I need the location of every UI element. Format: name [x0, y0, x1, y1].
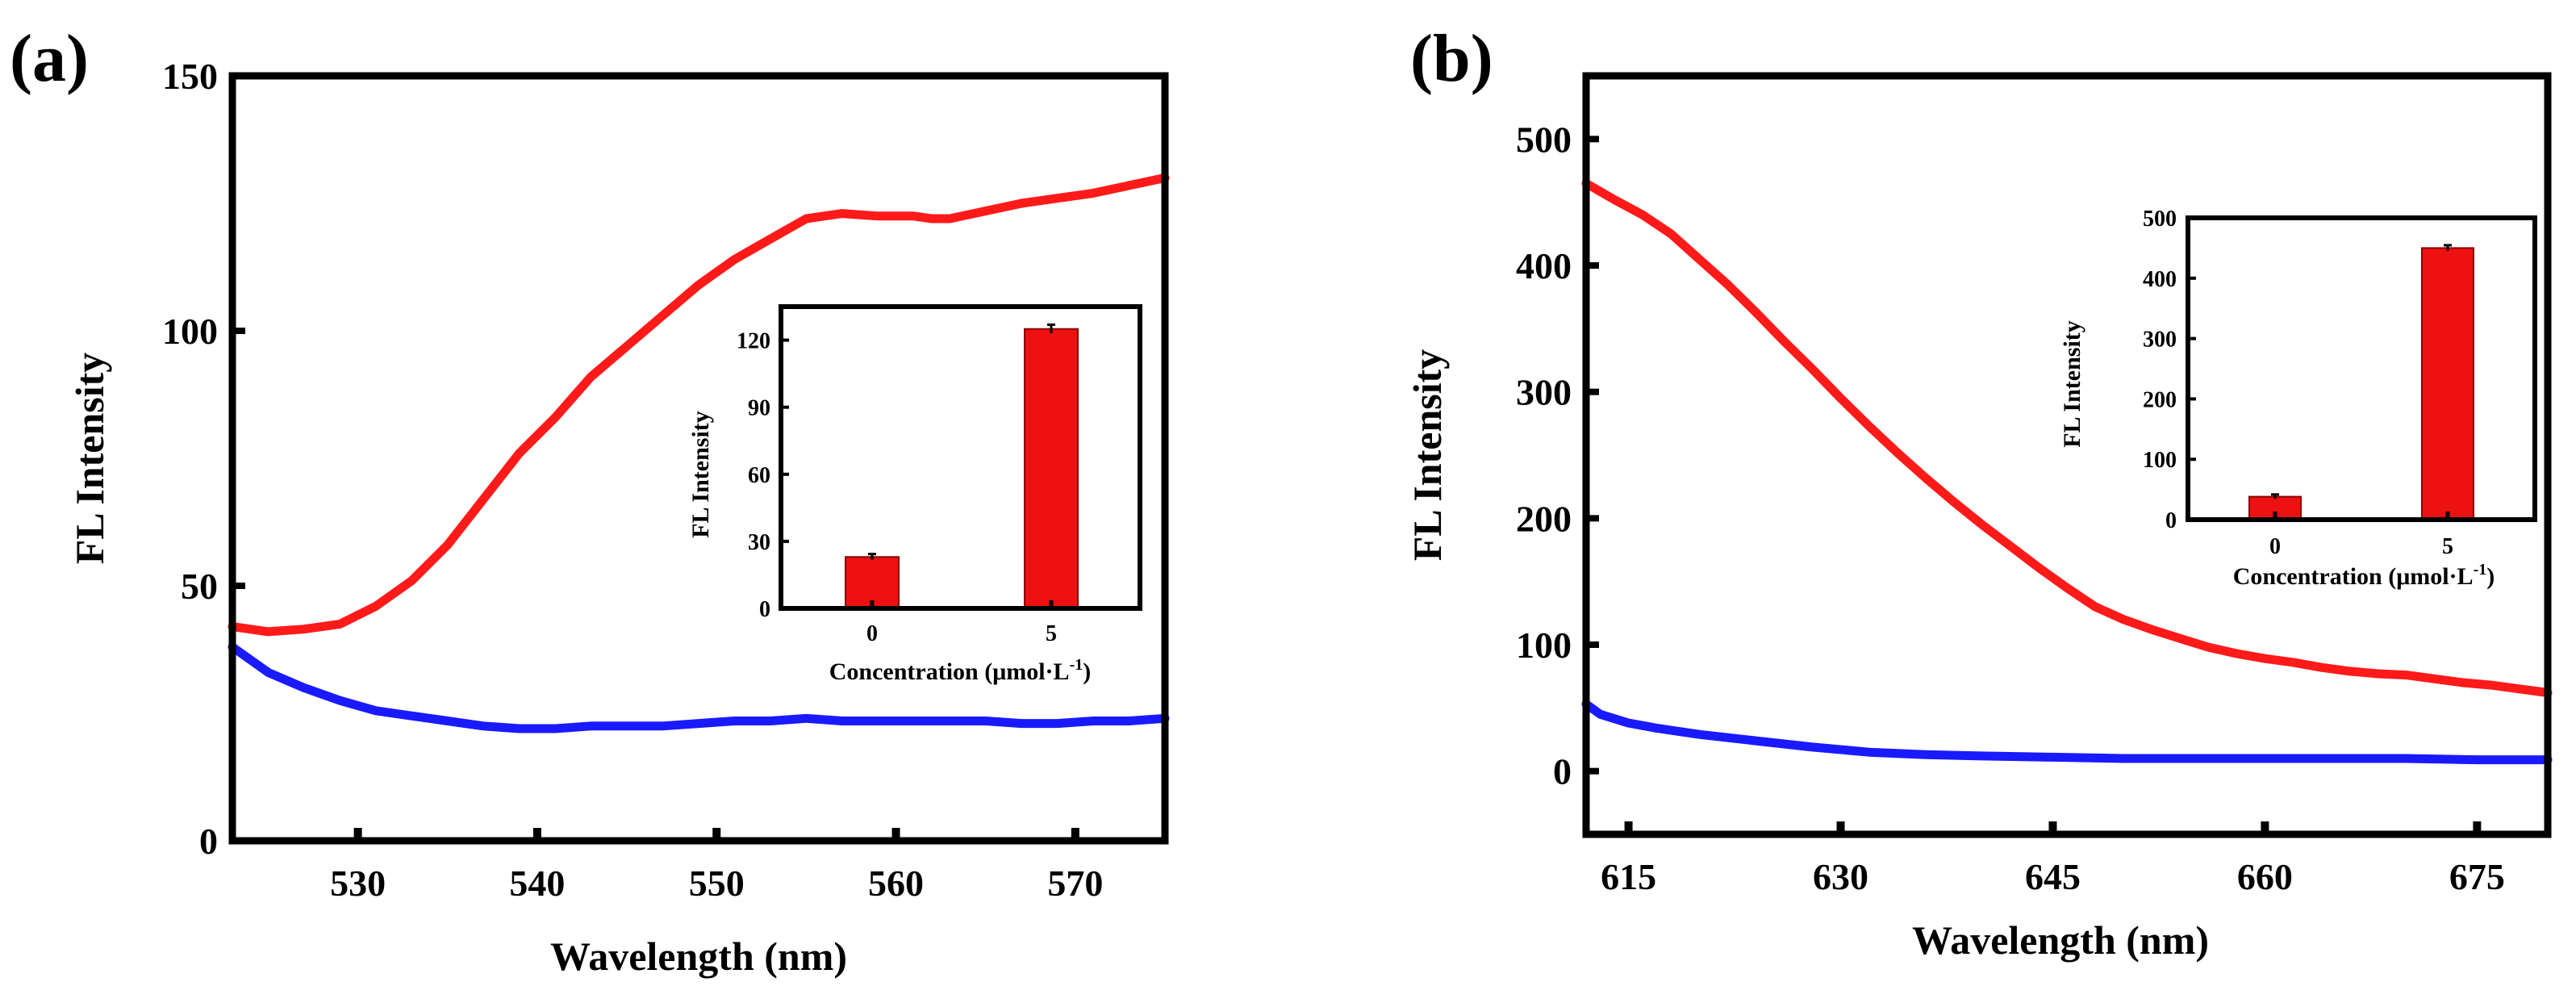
inset-y-tick-label: 100 — [2143, 448, 2177, 473]
y-tick-label: 100 — [1516, 625, 1572, 666]
x-tick-label: 530 — [330, 863, 386, 904]
x-tick-label: 660 — [2237, 856, 2293, 897]
inset-y-tick-label: 0 — [2165, 508, 2177, 533]
series-line-blue — [1581, 700, 2553, 765]
panel-a-inset-y-tick-labels: 0 30 60 90 120 — [737, 329, 770, 622]
panel-a-x-axis-label: Wavelength (nm) — [550, 934, 847, 979]
panel-a-plot-frame — [228, 72, 1169, 845]
panel-a-y-tick-labels: 0 50 100 150 — [162, 56, 218, 862]
y-tick-label: 0 — [1553, 751, 1572, 792]
inset-y-tick-label: 0 — [759, 597, 770, 622]
panel-b-lines — [1581, 178, 2553, 765]
inset-y-tick-label: 200 — [2143, 387, 2177, 412]
inset-y-tick-label: 30 — [748, 530, 770, 555]
panel-a-lines — [228, 173, 1170, 733]
inset-y-tick-label: 120 — [737, 329, 770, 354]
panel-b-inset-bars — [2248, 244, 2474, 520]
panel-a-y-axis-label: FL Intensity — [67, 353, 112, 565]
panel-b-inset-x-axis-label: Concentration (μmol·L-1) — [2233, 561, 2495, 590]
inset-x-tick-label: 5 — [2442, 534, 2453, 559]
x-tick-label: 540 — [509, 863, 565, 904]
x-tick-label: 615 — [1601, 856, 1656, 897]
panel-a-inset-y-axis-label: FL Intensity — [687, 411, 714, 538]
inset-x-tick-label: 5 — [1046, 621, 1057, 646]
panel-b-inset-y-axis-label: FL Intensity — [2059, 320, 2085, 448]
x-tick-label: 570 — [1047, 863, 1103, 904]
x-tick-label: 560 — [868, 863, 924, 904]
panel-b-plot-frame — [1582, 72, 2552, 838]
panel-b-inset-frame — [2186, 215, 2537, 522]
inset-x-tick-label: 0 — [866, 621, 878, 646]
x-tick-label: 630 — [1813, 856, 1868, 897]
panel-b-label: (b) — [1410, 21, 1493, 96]
y-tick-label: 300 — [1516, 372, 1572, 413]
panel-b-y-tick-labels: 0 100 200 300 400 500 — [1516, 119, 1572, 792]
panel-a-x-tick-labels: 530 540 550 560 570 — [330, 863, 1103, 904]
series-line-red — [228, 173, 1170, 637]
panel-b-y-axis-label: FL Intensity — [1405, 349, 1450, 562]
inset-bar-5 — [2421, 247, 2474, 520]
series-line-red — [1581, 178, 2553, 697]
series-line-blue — [228, 642, 1170, 733]
panel-b-x-tick-labels: 615 630 645 660 675 — [1601, 856, 2505, 897]
x-tick-label: 675 — [2449, 856, 2505, 897]
y-tick-label: 50 — [181, 566, 218, 607]
y-tick-label: 500 — [1516, 119, 1572, 160]
inset-y-tick-label: 500 — [2143, 207, 2177, 232]
panel-a-label: (a) — [10, 21, 89, 96]
y-tick-label: 400 — [1516, 245, 1572, 286]
inset-y-tick-label: 90 — [748, 396, 770, 421]
panel-a-inset-x-axis-label: Concentration (μmol·L-1) — [829, 656, 1092, 685]
x-tick-label: 550 — [689, 863, 745, 904]
inset-y-tick-label: 300 — [2143, 328, 2177, 353]
inset-y-tick-label: 60 — [748, 463, 770, 488]
inset-x-tick-label: 0 — [2269, 534, 2281, 559]
inset-bar-5 — [1024, 328, 1079, 609]
panel-b-inset-y-tick-labels: 0 100 200 300 400 500 — [2143, 207, 2177, 533]
y-tick-label: 200 — [1516, 498, 1572, 539]
panel-a-inset-frame — [779, 304, 1142, 611]
x-tick-label: 645 — [2025, 856, 2081, 897]
y-tick-label: 150 — [162, 56, 218, 97]
panel-b-x-axis-label: Wavelength (nm) — [1912, 917, 2209, 963]
y-tick-label: 0 — [199, 821, 218, 862]
inset-y-tick-label: 400 — [2143, 267, 2177, 292]
y-tick-label: 100 — [162, 311, 218, 352]
